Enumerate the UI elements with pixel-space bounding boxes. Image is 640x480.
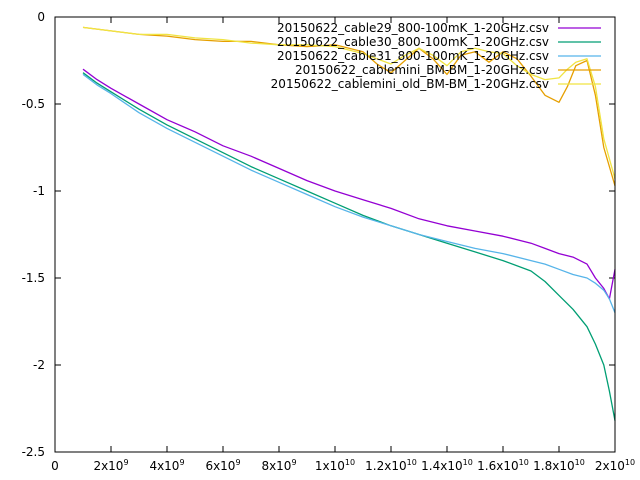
legend-label-1: 20150622_cable29_800-100mK_1-20GHz.csv [277, 21, 549, 35]
x-tick-label: 1.2x1010 [365, 458, 417, 473]
x-tick-label: 4x109 [149, 458, 184, 473]
x-tick-label: 1.8x1010 [533, 458, 585, 473]
y-tick-label: -0.5 [22, 97, 45, 111]
series-line-4 [82, 26, 616, 186]
y-tick-label: -2.5 [22, 445, 45, 459]
legend-label-4: 20150622_cablemini_BM-BM_1-20GHz.csv [295, 63, 549, 77]
x-tick-label: 2x109 [93, 458, 128, 473]
series-line-3 [82, 73, 616, 314]
y-tick-label: -1.5 [22, 271, 45, 285]
y-tick-label: 0 [37, 10, 45, 24]
x-tick-label: 8x109 [261, 458, 296, 473]
legend: 20150622_cable29_800-100mK_1-20GHz.csv20… [271, 21, 601, 91]
x-tick-label: 1.4x1010 [421, 458, 473, 473]
legend-label-2: 20150622_cable30_800-100mK_1-20GHz.csv [277, 35, 549, 49]
x-tick-label: 0 [51, 459, 59, 473]
x-tick-label: 6x109 [205, 458, 240, 473]
series-line-5 [82, 26, 616, 179]
x-tick-label: 1.6x1010 [477, 458, 529, 473]
legend-label-5: 20150622_cablemini_old_BM-BM_1-20GHz.csv [271, 77, 549, 91]
y-tick-label: -2 [33, 358, 45, 372]
series-lines [82, 26, 616, 421]
series-line-1 [82, 68, 616, 300]
legend-label-3: 20150622_cable31_800-100mK_1-20GHz.csv [277, 49, 549, 63]
y-tick-label: -1 [33, 184, 45, 198]
axis-ticks: 0-0.5-1-1.5-2-2.50 2x109 4x109 6x109 8x109 1x… [22, 10, 636, 473]
plot-frame [54, 16, 616, 453]
